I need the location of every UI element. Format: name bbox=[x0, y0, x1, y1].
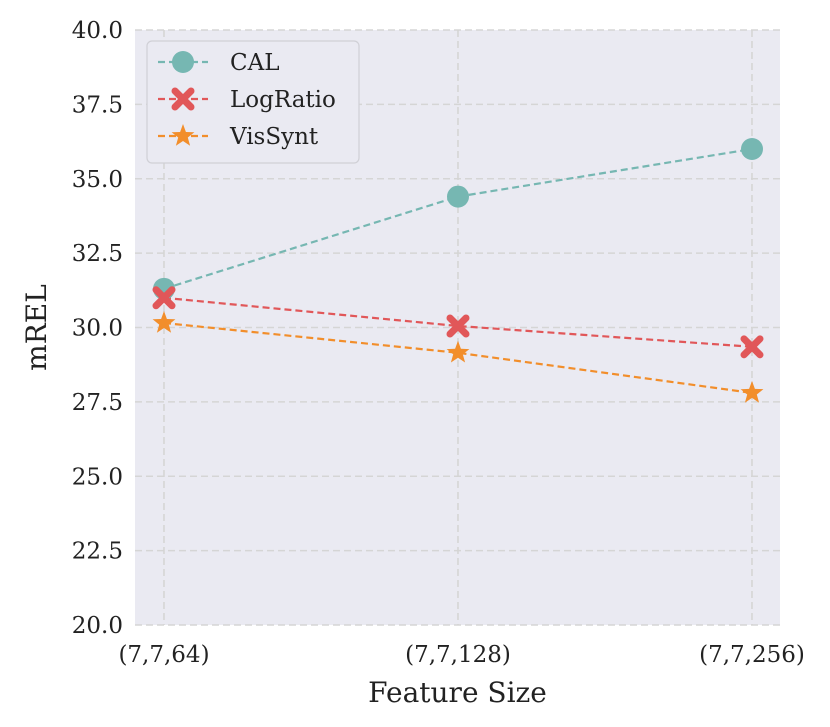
x-axis-ticks: (7,7,64) (7,7,128) (7,7,256) bbox=[118, 642, 804, 668]
legend: CAL LogRatio VisSynt bbox=[146, 40, 360, 164]
marker-x-stroke bbox=[171, 87, 195, 111]
x-tick-label: (7,7,256) bbox=[699, 642, 805, 668]
data-point-vissynt bbox=[152, 311, 176, 333]
marker-x-stroke bbox=[152, 286, 176, 310]
y-tick-label: 22.5 bbox=[72, 539, 123, 565]
y-tick-label: 20.0 bbox=[72, 613, 123, 639]
series-group bbox=[152, 138, 764, 403]
y-tick-label: 35.0 bbox=[72, 167, 123, 193]
y-tick-label: 32.5 bbox=[72, 241, 123, 267]
y-tick-label: 30.0 bbox=[72, 316, 123, 342]
legend-marker-vissynt bbox=[171, 124, 195, 146]
legend-label: LogRatio bbox=[230, 87, 336, 113]
y-tick-label: 27.5 bbox=[72, 390, 123, 416]
y-tick-label: 37.5 bbox=[72, 92, 123, 118]
y-tick-label: 40.0 bbox=[72, 18, 123, 44]
x-tick-label: (7,7,128) bbox=[405, 642, 511, 668]
x-axis-label: Feature Size bbox=[368, 676, 547, 709]
legend-label: CAL bbox=[230, 50, 279, 76]
marker-x-stroke bbox=[446, 314, 470, 338]
data-point-logratio bbox=[740, 335, 764, 359]
data-point-cal bbox=[741, 138, 763, 160]
marker-x-stroke bbox=[740, 335, 764, 359]
x-tick-label: (7,7,64) bbox=[118, 642, 209, 668]
y-tick-label: 25.0 bbox=[72, 464, 123, 490]
data-point-logratio bbox=[446, 314, 470, 338]
data-point-vissynt bbox=[740, 380, 764, 403]
data-point-logratio bbox=[152, 286, 176, 310]
y-axis-ticks: 20.0 22.5 25.0 27.5 30.0 32.5 35.0 37.5 40.0 bbox=[72, 18, 123, 639]
legend-marker-cal bbox=[172, 51, 194, 73]
data-point-vissynt bbox=[446, 340, 470, 363]
y-axis-label: mREL bbox=[20, 284, 53, 371]
legend-label: VisSynt bbox=[229, 124, 319, 150]
legend-box bbox=[146, 40, 360, 164]
data-point-cal bbox=[447, 185, 469, 208]
legend-marker-logratio bbox=[171, 87, 195, 111]
